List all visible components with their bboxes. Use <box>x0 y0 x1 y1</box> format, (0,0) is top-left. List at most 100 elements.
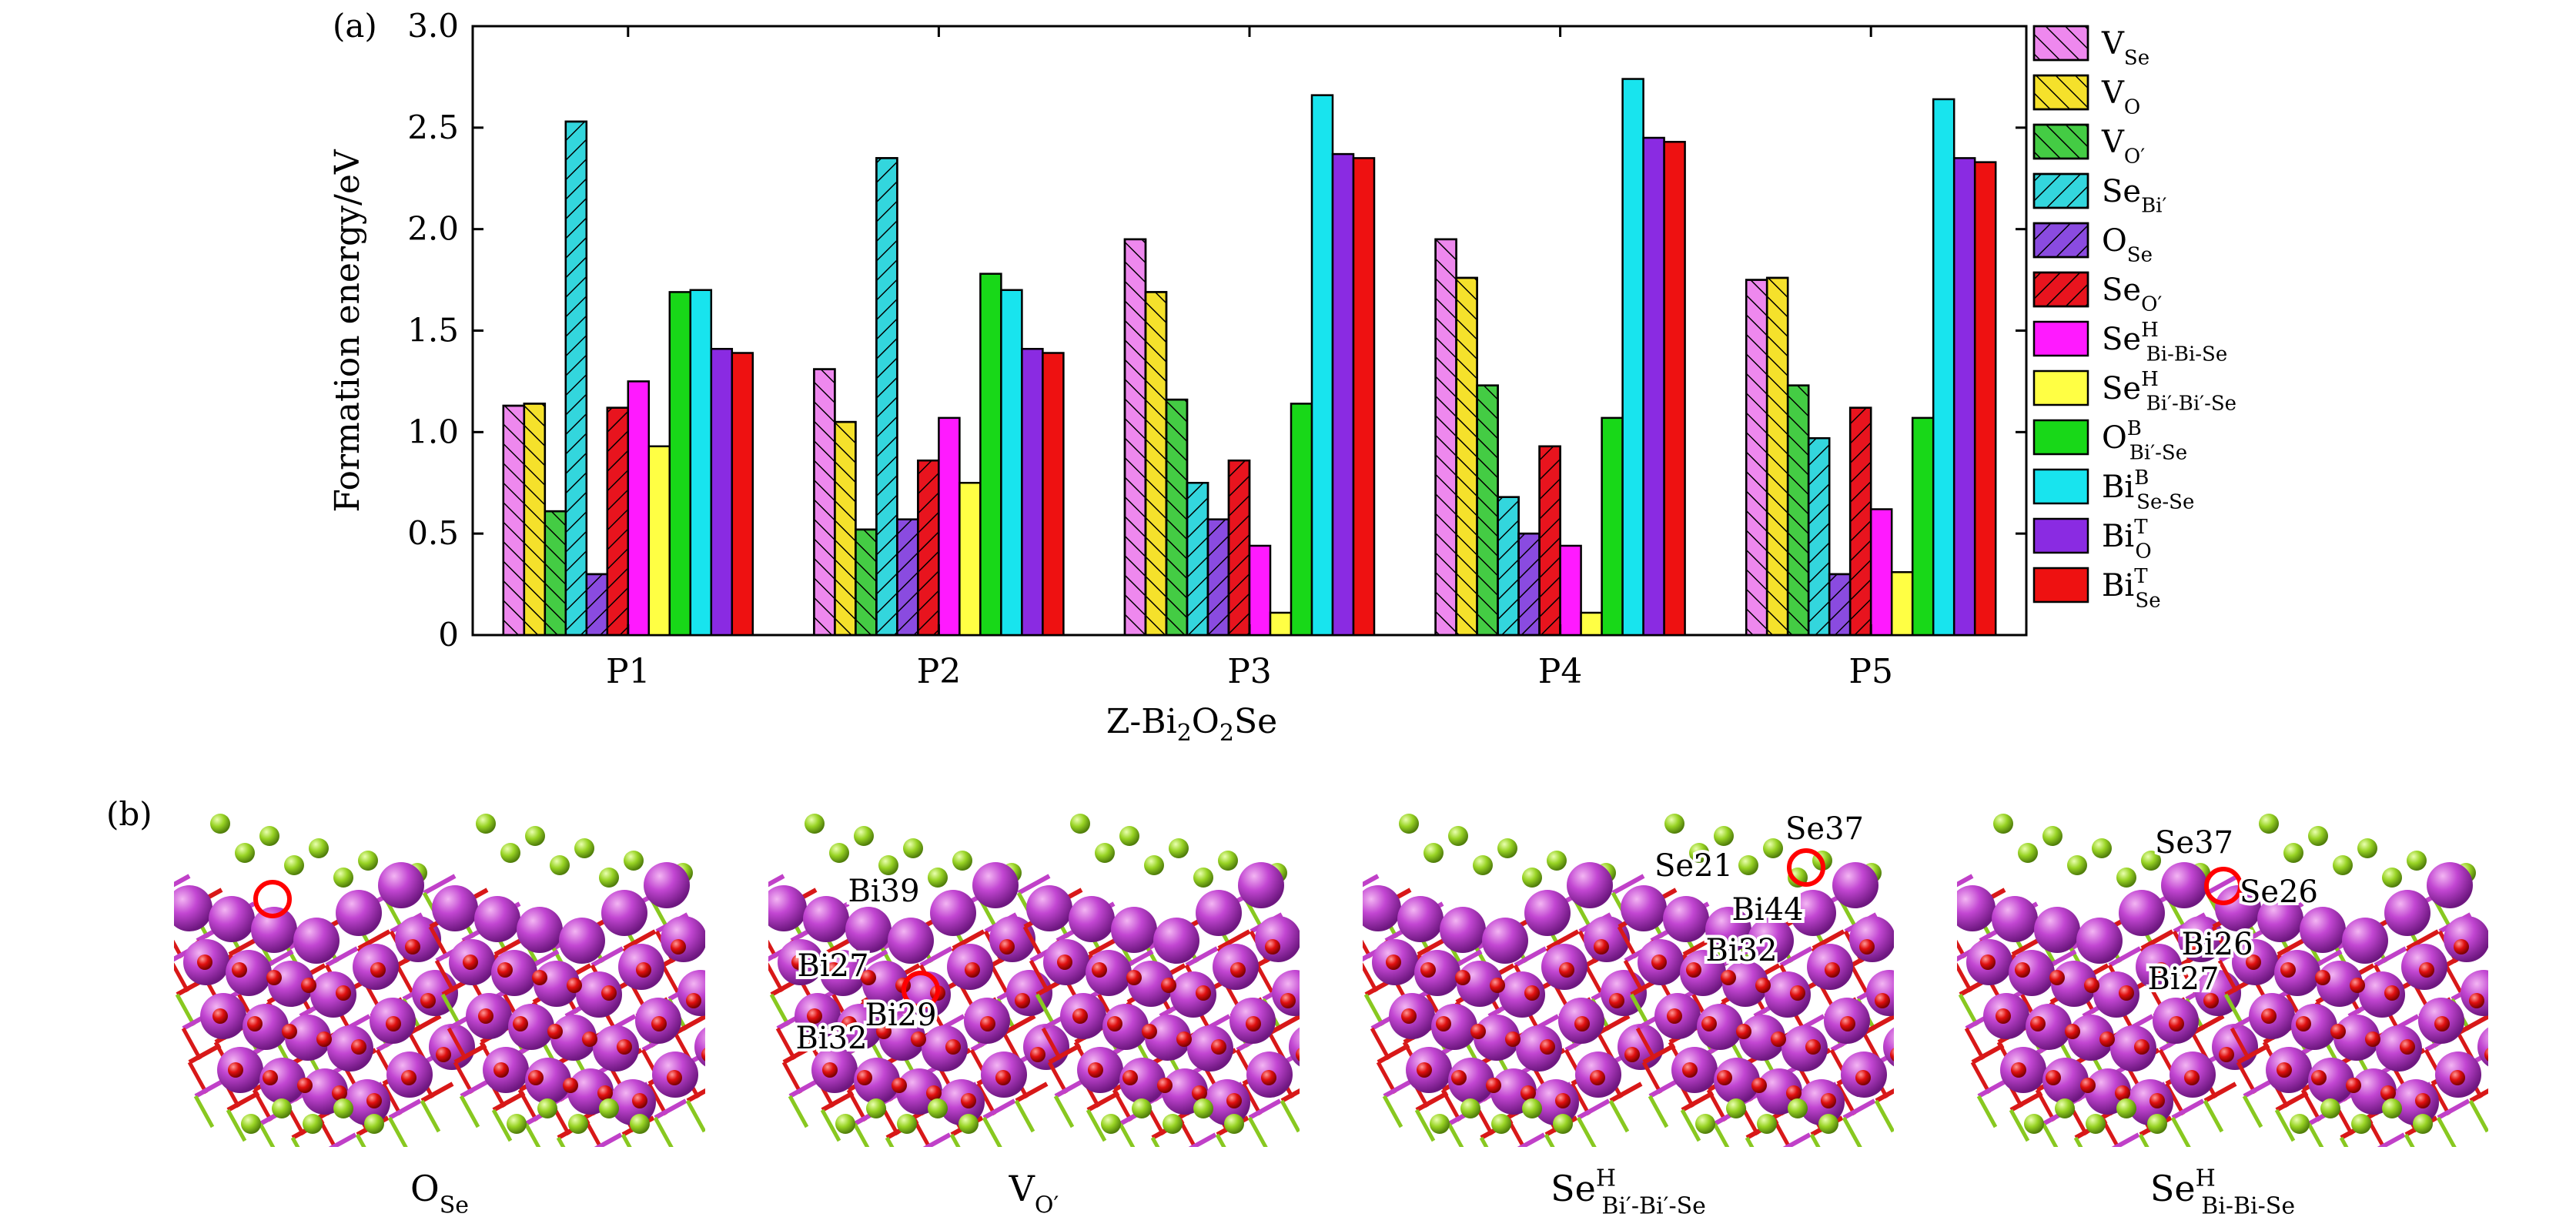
legend-label: OB Bi′-Se <box>2102 417 2187 464</box>
y-axis-label: Formation energy/eV <box>328 149 367 513</box>
legend-label: VO′ <box>2101 125 2145 169</box>
legend-swatch <box>2032 567 2089 603</box>
legend-item: BiT O <box>2032 516 2152 563</box>
bar <box>813 368 836 637</box>
bar <box>1476 384 1499 637</box>
bar <box>1911 416 1935 637</box>
atom-label: Se26 <box>2240 874 2318 910</box>
bar <box>1786 384 1810 637</box>
defect-marker <box>902 971 940 1009</box>
legend-item: VSe <box>2032 25 2149 70</box>
defect-marker <box>253 880 292 918</box>
bar <box>896 518 919 637</box>
atom-label: Bi27 <box>2147 961 2219 997</box>
bar <box>1434 238 1457 637</box>
legend-label: BiT O <box>2102 516 2152 563</box>
y-tick-label: 0.5 <box>407 514 459 552</box>
bar <box>1042 352 1065 637</box>
legend-label: SeO′ <box>2102 272 2162 316</box>
atom-label: Bi27 <box>797 948 868 984</box>
legend-item: OB Bi′-Se <box>2032 417 2187 464</box>
x-axis: P1 P2 P3 P4 P5 <box>606 26 1893 691</box>
legend-item: VO <box>2032 74 2140 119</box>
bar <box>1269 611 1293 637</box>
legend-item: SeBi′ <box>2032 172 2167 218</box>
bar <box>1290 403 1313 637</box>
y-tick-label: 1.5 <box>407 312 459 349</box>
atom-label: Bi29 <box>865 998 936 1033</box>
bar <box>1310 94 1334 637</box>
legend-item: SeH Bi′-Bi′-Se <box>2032 368 2236 415</box>
bar <box>668 291 692 637</box>
bar <box>1352 157 1376 637</box>
legend-label: OSe <box>2102 223 2153 267</box>
bar <box>1186 482 1209 637</box>
bar <box>502 404 526 637</box>
y-tick-label: 1.0 <box>407 413 459 450</box>
legend-item: SeH Bi-Bi-Se <box>2032 319 2227 366</box>
bar <box>1517 532 1541 637</box>
y-axis: 0 0.5 1.0 1.5 2.0 2.5 3.0 <box>407 7 2026 654</box>
legend-label: VSe <box>2101 26 2149 70</box>
legend-label: SeH Bi′-Bi′-Se <box>2102 368 2236 415</box>
bar <box>855 528 878 637</box>
bar <box>689 289 713 637</box>
bar <box>1580 611 1603 637</box>
legend-label: SeH Bi-Bi-Se <box>2102 319 2227 366</box>
legend-swatch <box>2032 468 2089 505</box>
bar <box>979 272 1002 637</box>
y-tick-label: 2.0 <box>407 210 459 248</box>
bar <box>1021 347 1044 637</box>
bar <box>1227 459 1251 637</box>
bar <box>1621 78 1644 637</box>
bar <box>1123 238 1147 637</box>
bar <box>1206 518 1230 637</box>
bar <box>627 380 651 637</box>
structure-3: Se37 Se21 Bi44 Bi32 SeH Bi′-Bi′-Se <box>1363 808 1894 1220</box>
atom-label: Se37 <box>2155 825 2233 861</box>
bar <box>1165 398 1189 637</box>
legend-swatch <box>2032 320 2089 357</box>
bar <box>606 406 630 637</box>
legend-item: VO′ <box>2032 123 2145 169</box>
atom-label: Bi44 <box>1731 892 1803 928</box>
bar <box>647 445 671 637</box>
structure-caption: VO′ <box>1009 1168 1059 1219</box>
x-tick-label: P4 <box>1538 652 1583 691</box>
bar <box>1601 416 1624 637</box>
bar <box>564 120 588 637</box>
panel-a-label: (a) <box>333 7 377 45</box>
bar <box>1248 544 1272 637</box>
bar <box>1807 436 1831 637</box>
bar <box>1497 496 1520 637</box>
bar <box>731 352 754 637</box>
atom-label: Se37 <box>1785 811 1864 847</box>
bar <box>1890 571 1914 637</box>
bar <box>1559 544 1582 637</box>
bar <box>1932 98 1955 637</box>
legend-item: BiT Se <box>2032 565 2161 612</box>
panel-b: (b) OSeBi39Bi27Bi29Bi32VO′Se37Se21Bi44Bi… <box>106 795 2488 1220</box>
defect-marker <box>2204 867 2243 905</box>
bar <box>1765 276 1789 637</box>
bar <box>1642 136 1665 637</box>
bar <box>1828 573 1852 637</box>
bar <box>1144 291 1168 637</box>
bar <box>1455 276 1478 637</box>
y-tick-label: 0 <box>438 616 459 654</box>
atom-label: Bi26 <box>2181 927 2253 962</box>
legend-swatch <box>2032 369 2089 406</box>
bar <box>1848 406 1872 637</box>
bar <box>1745 279 1768 637</box>
legend-item: OSe <box>2032 222 2153 267</box>
x-tick-label: P3 <box>1227 652 1272 691</box>
legend-label: BiT Se <box>2102 565 2161 612</box>
legend-item: BiB Se-Se <box>2032 466 2194 513</box>
legend-label: BiB Se-Se <box>2102 466 2194 513</box>
y-tick-label: 3.0 <box>407 7 459 45</box>
atom-label: Se21 <box>1654 848 1733 884</box>
